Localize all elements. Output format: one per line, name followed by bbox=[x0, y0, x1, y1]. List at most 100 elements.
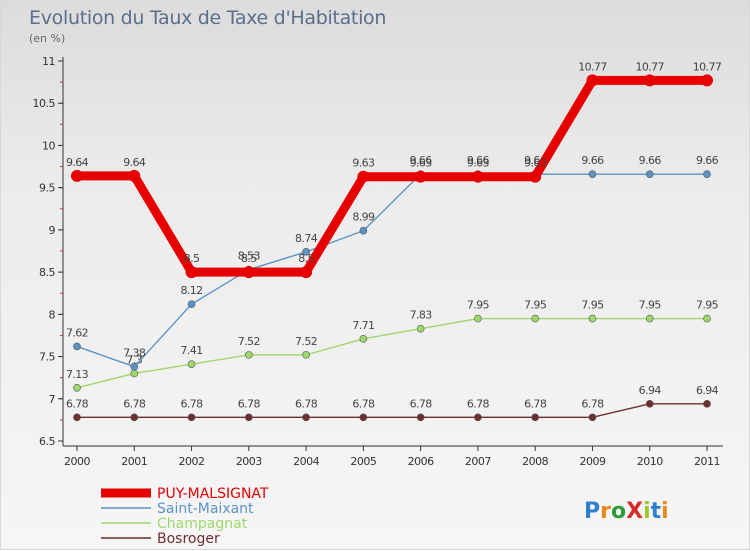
data-point bbox=[645, 314, 654, 323]
series-line bbox=[72, 75, 712, 277]
series-layer: 6.78 6.78 6.78 6.78 6.78 6.78 6.78 6.78 6.78 6.78… bbox=[66, 60, 722, 422]
data-label: 8.53 bbox=[238, 250, 261, 263]
x-tick-label: 2010 bbox=[637, 455, 663, 468]
series-puy-malsignat: 9.64 9.64 8.5 8.5 8.5 9.63 9.63 9.63 9.63 10.77 10… bbox=[66, 60, 722, 279]
data-label: 8.12 bbox=[180, 284, 202, 297]
data-label: 9.66 bbox=[639, 154, 662, 167]
x-tick-label: 2011 bbox=[694, 455, 720, 468]
x-tick-label: 2001 bbox=[121, 455, 147, 468]
chart-title: Evolution du Taux de Taxe d'Habitation bbox=[29, 7, 387, 29]
data-point bbox=[588, 314, 597, 323]
data-label: 6.78 bbox=[295, 397, 318, 410]
x-tick-label: 2007 bbox=[465, 455, 491, 468]
data-point bbox=[245, 413, 253, 422]
data-point bbox=[701, 74, 713, 87]
data-label: 7.52 bbox=[295, 335, 317, 348]
data-label: 7.95 bbox=[524, 299, 547, 312]
data-point bbox=[359, 226, 368, 235]
data-point bbox=[73, 383, 81, 392]
data-label: 6.78 bbox=[524, 397, 547, 410]
legend-label: Saint-Maixant bbox=[157, 501, 254, 517]
data-point bbox=[130, 362, 139, 371]
data-point bbox=[588, 413, 597, 422]
series-line bbox=[76, 403, 708, 419]
data-point bbox=[359, 413, 368, 422]
logo-letter: t bbox=[651, 499, 662, 524]
logo-text: ProXiti bbox=[584, 499, 669, 524]
data-point bbox=[187, 360, 196, 368]
y-tick-label: 9 bbox=[49, 224, 56, 237]
data-point bbox=[703, 400, 711, 408]
data-label: 7.83 bbox=[410, 309, 433, 322]
data-label: 7.95 bbox=[696, 299, 719, 312]
data-point bbox=[359, 335, 368, 343]
y-tick-label: 8.5 bbox=[39, 266, 55, 279]
legend: PUY-MALSIGNATSaint-MaixantChampagnatBosr… bbox=[101, 486, 269, 547]
data-point bbox=[187, 413, 196, 422]
x-tick-label: 2003 bbox=[236, 455, 262, 468]
data-point bbox=[531, 413, 539, 422]
data-point bbox=[71, 169, 83, 182]
y-tick-label: 9.5 bbox=[39, 182, 55, 195]
data-label: 7.71 bbox=[352, 319, 374, 332]
y-tick-label: 7.5 bbox=[39, 351, 55, 364]
data-point bbox=[128, 169, 141, 182]
data-point bbox=[416, 413, 425, 422]
data-label: 7.38 bbox=[123, 347, 146, 360]
data-label: 9.63 bbox=[352, 157, 375, 170]
data-point bbox=[414, 170, 427, 183]
data-label: 8.5 bbox=[241, 252, 257, 265]
data-label: 6.78 bbox=[180, 397, 203, 410]
data-point bbox=[474, 314, 482, 323]
data-label: 6.78 bbox=[238, 397, 261, 410]
data-point bbox=[300, 266, 313, 279]
data-label: 8.5 bbox=[184, 252, 200, 265]
data-point bbox=[416, 324, 425, 333]
data-point bbox=[242, 266, 255, 279]
data-label: 10.77 bbox=[635, 60, 664, 73]
logo-letter: o bbox=[611, 499, 626, 524]
data-point bbox=[73, 413, 81, 422]
data-label: 6.78 bbox=[410, 397, 433, 410]
data-point bbox=[529, 170, 542, 183]
data-point bbox=[302, 351, 310, 359]
data-point bbox=[302, 413, 310, 422]
y-tick-label: 11 bbox=[42, 55, 55, 68]
axes: 6.5 7 7.5 8 8.5 9 9.5 10 10.5 11 2000 2001 2002 2003 2… bbox=[33, 55, 723, 468]
data-label: 10.77 bbox=[578, 60, 607, 73]
data-label: 7.41 bbox=[180, 344, 202, 357]
chart-subtitle: (en %) bbox=[29, 32, 66, 45]
data-label: 8.99 bbox=[352, 211, 375, 224]
data-label: 7.62 bbox=[66, 326, 88, 339]
data-label: 9.66 bbox=[696, 154, 719, 167]
logo-letter: i bbox=[661, 499, 669, 524]
data-point bbox=[73, 342, 81, 351]
data-point bbox=[643, 74, 656, 87]
data-label: 9.66 bbox=[410, 154, 433, 167]
y-tick-label: 10.5 bbox=[33, 97, 56, 110]
x-tick-label: 2002 bbox=[179, 455, 205, 468]
data-label: 7.95 bbox=[581, 299, 604, 312]
y-tick-label: 10 bbox=[42, 139, 55, 152]
data-point bbox=[586, 74, 599, 87]
data-point bbox=[357, 170, 370, 183]
data-point bbox=[187, 300, 196, 309]
data-point bbox=[302, 248, 310, 256]
data-point bbox=[645, 400, 654, 408]
series-champagnat: 7.13 7.3 7.41 7.52 7.52 7.71 7.83 7.95 7.95 7.95 7… bbox=[66, 299, 719, 392]
x-tick-label: 2004 bbox=[293, 455, 319, 468]
logo-letter: r bbox=[600, 499, 611, 524]
y-tick-label: 7 bbox=[49, 393, 56, 406]
series-line bbox=[76, 173, 708, 368]
data-label: 9.64 bbox=[123, 156, 146, 169]
x-tick-label: 2000 bbox=[64, 455, 90, 468]
data-label: 7.95 bbox=[467, 299, 490, 312]
data-point bbox=[245, 351, 253, 359]
data-point bbox=[531, 314, 539, 323]
x-tick-label: 2006 bbox=[408, 455, 434, 468]
logo-letter: P bbox=[584, 499, 600, 524]
legend-label: PUY-MALSIGNAT bbox=[157, 486, 269, 502]
y-tick-label: 6.5 bbox=[39, 435, 55, 448]
